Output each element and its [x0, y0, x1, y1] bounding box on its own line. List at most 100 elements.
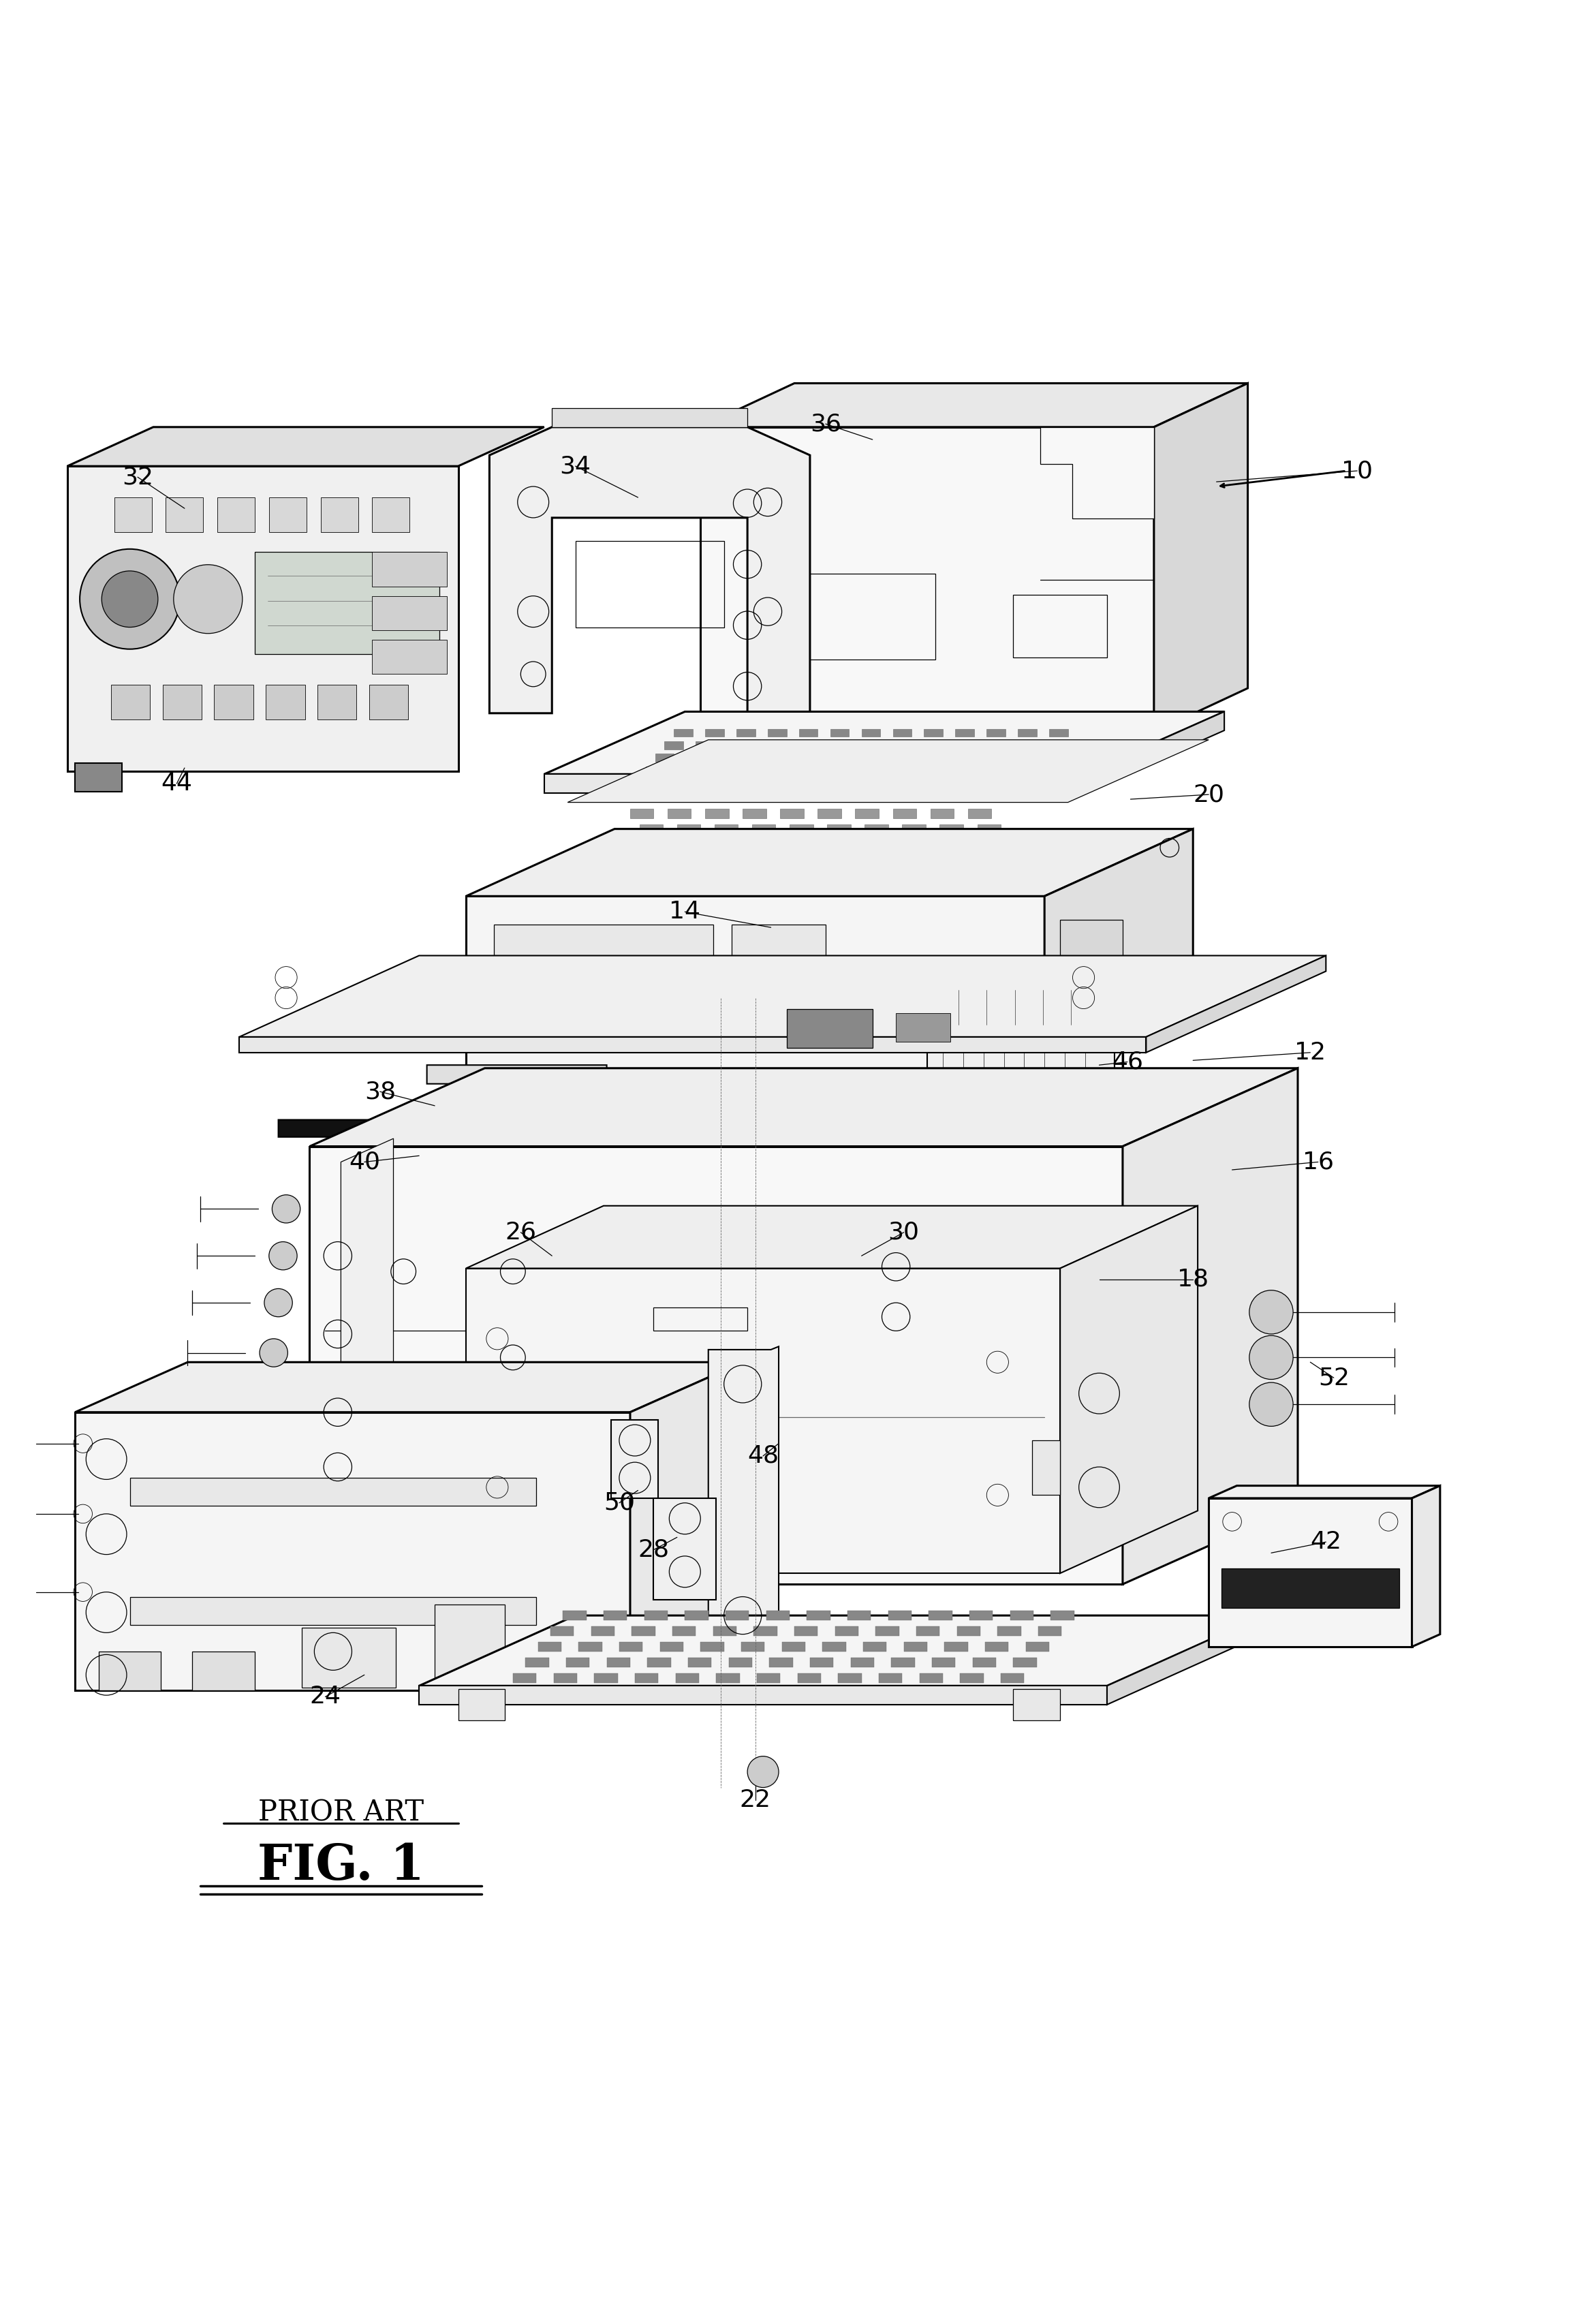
Polygon shape: [1041, 428, 1155, 518]
Bar: [977, 741, 996, 748]
Bar: [780, 809, 804, 818]
Bar: [579, 1643, 602, 1652]
Bar: [763, 1243, 881, 1290]
Bar: [373, 497, 409, 532]
Bar: [862, 730, 881, 737]
Bar: [494, 925, 713, 983]
Bar: [818, 809, 842, 818]
Polygon shape: [310, 1146, 1123, 1585]
Bar: [551, 1627, 574, 1636]
Bar: [727, 741, 746, 748]
Bar: [821, 741, 840, 748]
Bar: [672, 1627, 695, 1636]
Bar: [370, 686, 407, 720]
Polygon shape: [1208, 1485, 1439, 1499]
Text: 24: 24: [310, 1685, 341, 1708]
Bar: [640, 825, 662, 834]
Bar: [635, 1673, 658, 1683]
Bar: [835, 1627, 859, 1636]
Bar: [741, 1643, 764, 1652]
Bar: [919, 1673, 942, 1683]
Text: 12: 12: [1295, 1041, 1326, 1064]
Bar: [632, 1627, 656, 1636]
Bar: [434, 1604, 505, 1685]
Circle shape: [1249, 1336, 1293, 1380]
Bar: [779, 574, 934, 660]
Bar: [620, 1643, 643, 1652]
Bar: [799, 839, 823, 848]
Bar: [214, 686, 253, 720]
Bar: [912, 839, 934, 848]
Text: 44: 44: [160, 772, 192, 795]
Bar: [576, 541, 724, 627]
Bar: [269, 497, 307, 532]
Bar: [538, 1643, 562, 1652]
Polygon shape: [544, 774, 1084, 792]
Bar: [1052, 767, 1071, 774]
Text: PRIOR ART: PRIOR ART: [258, 1799, 423, 1827]
Bar: [563, 1611, 587, 1620]
Bar: [967, 809, 991, 818]
Polygon shape: [568, 739, 1208, 802]
Bar: [798, 1673, 821, 1683]
Bar: [893, 809, 917, 818]
Bar: [631, 809, 654, 818]
Bar: [865, 825, 889, 834]
Text: 10: 10: [1342, 460, 1373, 483]
Bar: [758, 741, 777, 748]
Bar: [736, 730, 755, 737]
Bar: [876, 1627, 900, 1636]
Polygon shape: [76, 1362, 742, 1413]
Polygon shape: [1413, 1485, 1439, 1648]
Polygon shape: [418, 1685, 1107, 1703]
Text: 28: 28: [639, 1538, 669, 1562]
Polygon shape: [700, 383, 1247, 428]
Polygon shape: [1208, 1499, 1413, 1648]
Text: 40: 40: [349, 1150, 381, 1174]
Polygon shape: [192, 1652, 255, 1690]
Bar: [944, 1643, 967, 1652]
Bar: [967, 753, 986, 762]
Polygon shape: [552, 409, 747, 428]
Polygon shape: [466, 1269, 1060, 1573]
Polygon shape: [1032, 1441, 1060, 1494]
Bar: [799, 730, 818, 737]
Bar: [112, 686, 149, 720]
Polygon shape: [310, 1202, 599, 1506]
Bar: [217, 497, 255, 532]
Polygon shape: [329, 1373, 373, 1397]
Text: 30: 30: [889, 1220, 920, 1243]
Bar: [373, 639, 447, 674]
Polygon shape: [1013, 1690, 1060, 1720]
Bar: [1038, 1627, 1062, 1636]
Text: 46: 46: [1112, 1050, 1144, 1074]
Polygon shape: [68, 428, 544, 467]
Bar: [958, 767, 977, 774]
Bar: [915, 741, 933, 748]
Bar: [714, 825, 738, 834]
Bar: [1051, 1611, 1074, 1620]
Bar: [708, 767, 727, 774]
Bar: [742, 809, 766, 818]
Bar: [373, 595, 447, 630]
Bar: [986, 730, 1005, 737]
Bar: [115, 497, 151, 532]
Bar: [897, 767, 915, 774]
Circle shape: [264, 1290, 293, 1318]
Polygon shape: [310, 1167, 673, 1202]
Bar: [997, 1627, 1021, 1636]
Bar: [1000, 1673, 1024, 1683]
Bar: [812, 753, 831, 762]
Bar: [162, 686, 201, 720]
Bar: [318, 686, 357, 720]
Bar: [525, 1657, 549, 1666]
Bar: [1049, 730, 1068, 737]
Polygon shape: [131, 1478, 536, 1506]
Text: 26: 26: [505, 1220, 536, 1243]
Bar: [76, 762, 123, 792]
Bar: [753, 1627, 777, 1636]
Bar: [972, 1657, 996, 1666]
Bar: [442, 1327, 536, 1355]
Bar: [607, 1657, 631, 1666]
Bar: [1062, 753, 1081, 762]
